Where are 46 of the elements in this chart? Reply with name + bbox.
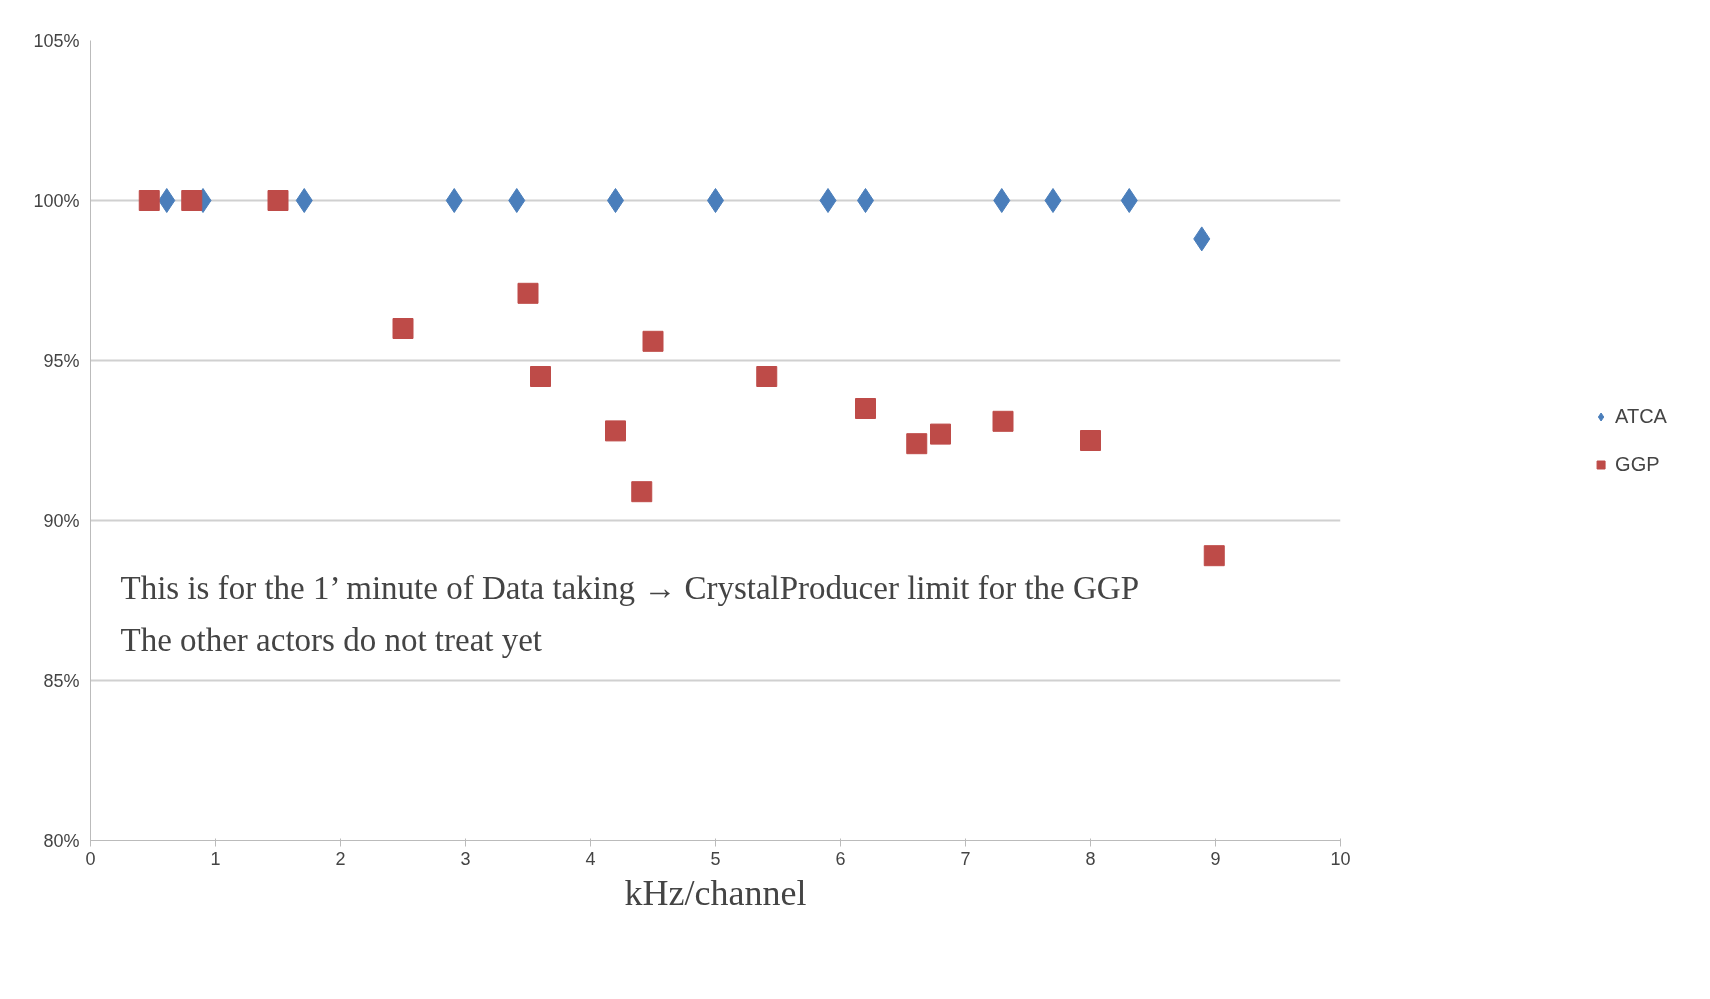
point bbox=[530, 366, 551, 387]
point bbox=[855, 398, 876, 419]
x-tick-label: 1 bbox=[210, 848, 221, 869]
legend-label: GGP bbox=[1615, 452, 1660, 476]
point bbox=[138, 190, 160, 211]
point bbox=[267, 190, 289, 211]
x-tick-label: 6 bbox=[835, 848, 846, 869]
point bbox=[392, 318, 414, 339]
x-axis-title: kHz/channel bbox=[624, 872, 807, 913]
point bbox=[631, 481, 653, 503]
point bbox=[1203, 545, 1225, 567]
annotation: This is for the 1’ minute of Data taking → CrystalProducer limit for the GGP bbox=[120, 569, 1140, 606]
point bbox=[445, 188, 463, 213]
y-tick-label: 90% bbox=[43, 510, 80, 531]
legend-label: ATCA bbox=[1615, 404, 1667, 428]
y-tick-label: 100% bbox=[33, 190, 80, 211]
x-tick-label: 7 bbox=[960, 848, 971, 869]
y-tick-label: 80% bbox=[43, 830, 80, 851]
x-tick-label: 8 bbox=[1085, 848, 1096, 869]
point bbox=[642, 330, 664, 352]
point bbox=[508, 188, 526, 213]
x-tick-label: 4 bbox=[585, 848, 596, 869]
point bbox=[992, 410, 1014, 432]
y-tick-label: 105% bbox=[33, 30, 80, 51]
annotation: The other actors do not treat yet bbox=[120, 621, 543, 658]
x-tick-label: 2 bbox=[335, 848, 346, 869]
y-tick-label: 85% bbox=[43, 670, 80, 691]
point bbox=[1080, 430, 1101, 451]
point bbox=[517, 282, 539, 304]
y-tick-label: 95% bbox=[43, 350, 80, 371]
point bbox=[181, 190, 203, 211]
point bbox=[756, 366, 778, 387]
point bbox=[906, 433, 928, 455]
x-tick-label: 3 bbox=[460, 848, 471, 869]
point bbox=[819, 188, 837, 213]
x-tick-label: 0 bbox=[85, 848, 96, 869]
x-tick-label: 10 bbox=[1330, 848, 1351, 869]
point bbox=[993, 188, 1011, 213]
point bbox=[605, 420, 626, 442]
point bbox=[930, 423, 951, 445]
point bbox=[158, 188, 176, 213]
x-tick-label: 5 bbox=[710, 848, 721, 869]
point bbox=[1120, 188, 1138, 213]
point bbox=[295, 188, 313, 213]
x-tick-label: 9 bbox=[1210, 848, 1221, 869]
point bbox=[1044, 188, 1062, 213]
